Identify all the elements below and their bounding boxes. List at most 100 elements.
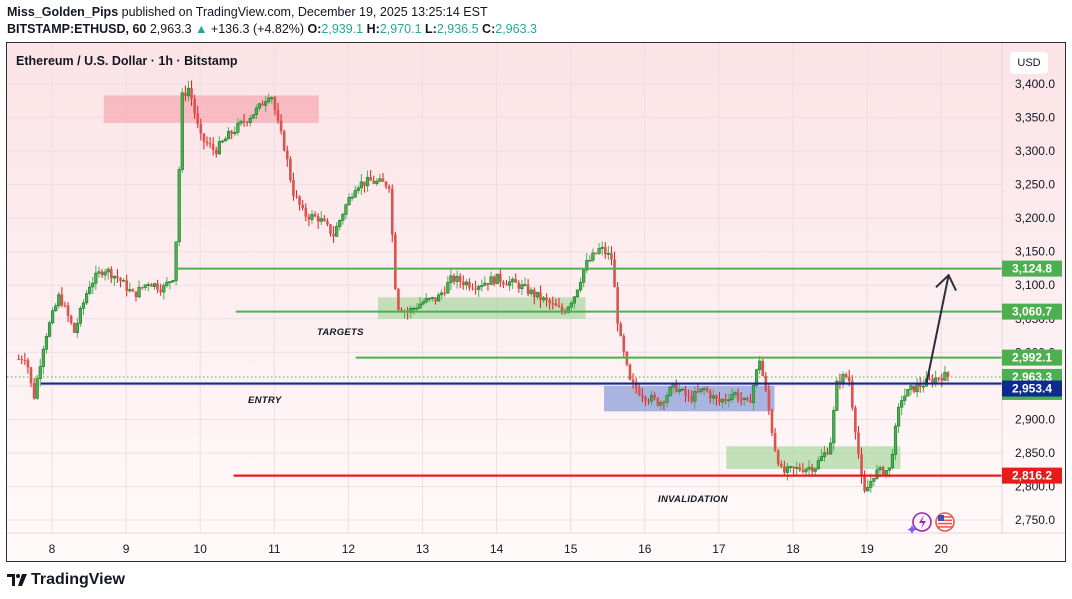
candle-body [819,456,824,461]
candle-body [474,288,477,290]
candle-body [341,214,345,221]
y-tick: 3,150.0 [1015,245,1055,259]
candle-body [903,395,907,401]
candle-body [699,388,703,393]
candle-body [810,467,814,472]
tradingview-logo[interactable]: TradingView [7,571,125,589]
price-tag-text: 3,124.8 [1012,262,1052,276]
open-label: O: [307,22,322,36]
candle-body [23,360,27,362]
candle-body [119,278,122,281]
open-value: 2,939.1 [321,22,364,36]
candle-body [708,391,712,399]
candle-body [174,241,178,281]
candle-body [705,388,709,392]
candle-body [152,283,157,287]
candle-body [535,291,539,298]
candle-body [390,188,394,235]
price-tag-target-2[interactable] [1002,260,1062,277]
y-tick: 3,100.0 [1015,278,1055,292]
currency-button[interactable]: USD [1010,52,1048,74]
candle-body [344,204,348,215]
candle-body [190,88,193,99]
lightning-event-icon[interactable] [912,512,932,532]
brand-name: TradingView [31,571,125,588]
candle-body [461,281,465,285]
candle-body [511,278,515,283]
candle-body [569,302,573,308]
candle-body [532,289,536,297]
candle-body [316,216,320,222]
candle-body [517,282,521,289]
candle-body [631,379,635,383]
candle-body [329,224,332,234]
candle-body [91,282,95,288]
price-tag-invalidation[interactable] [1002,467,1062,484]
candle-body [727,399,731,401]
candle-body [285,150,289,160]
candle-body [468,281,471,288]
candle-body [248,117,252,123]
up-arrow-icon: ▲ [195,22,208,36]
candle-body [276,110,280,121]
candle-body [715,395,718,399]
candle-body [214,149,218,154]
chart-pane[interactable]: TARGETS ENTRY INVALIDATION 3,400.0 3,350.0 3,… [6,42,1066,562]
candle-body [430,297,434,299]
price-tag-text: 2,953.4 [1012,382,1052,396]
y-tick: 2,750.0 [1015,513,1055,527]
price-tag-resistance[interactable] [1002,349,1062,366]
candle-body [242,121,246,123]
entry-label: ENTRY [248,395,283,406]
candle-body [436,294,441,302]
candle-body [906,388,910,397]
candle-body [946,372,950,377]
candle-body [88,286,92,294]
candle-body [881,467,885,476]
close-label: C: [482,22,496,36]
candle-body [773,433,777,451]
publisher-name[interactable]: Miss_Golden_Pips [7,5,119,19]
candle-body [72,323,76,333]
candle-body [471,287,474,289]
candle-body [233,132,237,134]
price-tag-entry[interactable] [1002,380,1062,397]
candle-body [749,400,752,403]
candle-body [647,400,650,402]
candle-body [890,454,895,469]
candle-body [822,452,827,457]
candle-body [26,360,30,368]
publish-info: Miss_Golden_Pips published on TradingVie… [7,5,488,19]
candle-body [850,381,854,408]
candle-body [931,378,934,384]
candle-body [690,396,694,402]
candle-body [656,397,660,406]
candle-body [730,394,734,400]
candle-body [57,294,61,307]
price-tag-target-1[interactable] [1002,303,1062,320]
candle-body [162,285,166,293]
candle-body [721,399,725,403]
price-chart[interactable]: TARGETS ENTRY INVALIDATION 3,400.0 3,350.0 3,… [7,43,1066,562]
candle-body [776,450,780,465]
candle-body [319,218,323,222]
candle-body [125,280,129,291]
candle-body [270,97,274,100]
high-value: 2,970.1 [379,22,422,36]
x-tick: 11 [268,542,281,556]
candle-body [60,294,64,306]
candle-body [326,221,329,225]
candle-body [783,466,786,473]
candle-body [541,297,546,301]
sparkle-icon [907,525,917,534]
candle-body [860,454,863,477]
candle-body [665,395,669,403]
candle-body [208,143,212,145]
candle-body [693,391,697,402]
candle-body [600,247,604,249]
candle-body [196,113,200,124]
x-tick: 9 [123,542,130,556]
candle-body [350,196,354,199]
candle-body [884,470,888,476]
y-tick: 3,300.0 [1015,144,1055,158]
